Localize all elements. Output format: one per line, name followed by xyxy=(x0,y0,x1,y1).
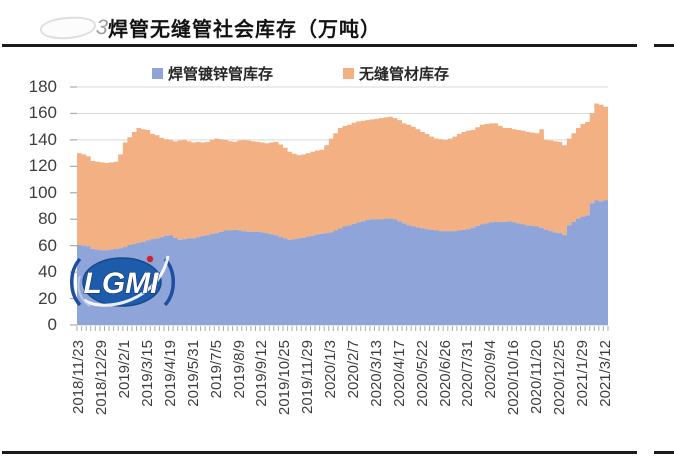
x-axis-label: 2019/10/25 xyxy=(276,340,294,416)
top-rule xyxy=(2,44,637,47)
y-axis-label: 120 xyxy=(28,156,57,176)
x-axis-label: 2020/10/16 xyxy=(505,340,523,416)
lgmi-logo: LGMI xyxy=(70,255,175,307)
x-axis-label: 2019/4/19 xyxy=(161,340,179,407)
legend-label-seamless: 无缝管材库存 xyxy=(359,66,450,83)
stacked-areas xyxy=(77,103,608,325)
y-axis-label: 140 xyxy=(28,129,57,149)
x-axis-label: 2019/9/12 xyxy=(253,340,271,407)
x-axis-label: 2019/7/5 xyxy=(207,340,225,399)
bottom-rule-right-segment xyxy=(654,451,674,454)
x-axis-label: 2020/2/7 xyxy=(344,340,362,399)
bottom-rule xyxy=(2,451,637,454)
x-axis-label: 2018/12/29 xyxy=(93,340,111,416)
y-axis-label: 0 xyxy=(47,315,57,334)
welded-area-series xyxy=(77,200,608,325)
x-axis-label: 2020/5/22 xyxy=(413,340,431,407)
legend-item-welded[interactable]: 焊管镀锌管库存 xyxy=(152,63,273,84)
x-axis-label: 2019/11/29 xyxy=(299,340,317,414)
logo-swoosh-2 xyxy=(77,275,91,307)
legend-swatch-seamless-icon xyxy=(343,68,354,79)
seamless-area-series xyxy=(77,103,608,251)
x-axis-label: 2020/12/25 xyxy=(550,340,568,416)
x-axis-label: 2020/11/20 xyxy=(528,340,545,414)
x-axis-label: 2020/9/4 xyxy=(482,340,500,399)
logo-left-paren xyxy=(70,257,82,307)
x-axis-label: 2020/7/31 xyxy=(459,340,477,407)
chart-legend: 焊管镀锌管库存 无缝管材库存 xyxy=(0,63,640,83)
legend-item-seamless[interactable]: 无缝管材库存 xyxy=(343,63,449,84)
x-axis-label: 2021/1/29 xyxy=(573,340,591,407)
x-axis-label: 2020/1/3 xyxy=(322,340,340,399)
x-axis-label: 2019/2/1 xyxy=(116,340,134,399)
logo-red-dot xyxy=(146,255,154,263)
y-axis-label: 180 xyxy=(28,77,57,96)
page-title: 焊管无缝管社会库存（万吨） xyxy=(108,19,381,41)
y-axis-label: 100 xyxy=(28,182,57,202)
x-axis-label: 2019/5/31 xyxy=(184,340,202,407)
y-axis-label: 60 xyxy=(38,235,57,255)
logo-text: LGMI xyxy=(84,267,160,300)
x-axis-label: 2018/11/23 xyxy=(70,340,88,414)
y-axis-label: 80 xyxy=(38,209,57,229)
y-axis-label: 20 xyxy=(38,288,57,308)
x-axis-label: 2019/3/15 xyxy=(139,340,156,407)
y-axis-label: 160 xyxy=(28,103,57,123)
x-axis-label: 2021/3/12 xyxy=(596,340,614,407)
logo-swoosh xyxy=(83,255,170,307)
y-axis-label: 40 xyxy=(38,262,57,282)
x-axis-label: 2020/3/13 xyxy=(367,340,385,407)
x-axis-label: 2020/4/17 xyxy=(390,340,408,407)
x-axis-label: 2019/8/9 xyxy=(230,340,248,399)
top-rule-right-segment xyxy=(654,44,674,47)
x-axis-label: 2020/6/26 xyxy=(436,340,454,407)
legend-swatch-welded-icon xyxy=(152,68,163,79)
legend-label-welded: 焊管镀锌管库存 xyxy=(168,66,274,83)
